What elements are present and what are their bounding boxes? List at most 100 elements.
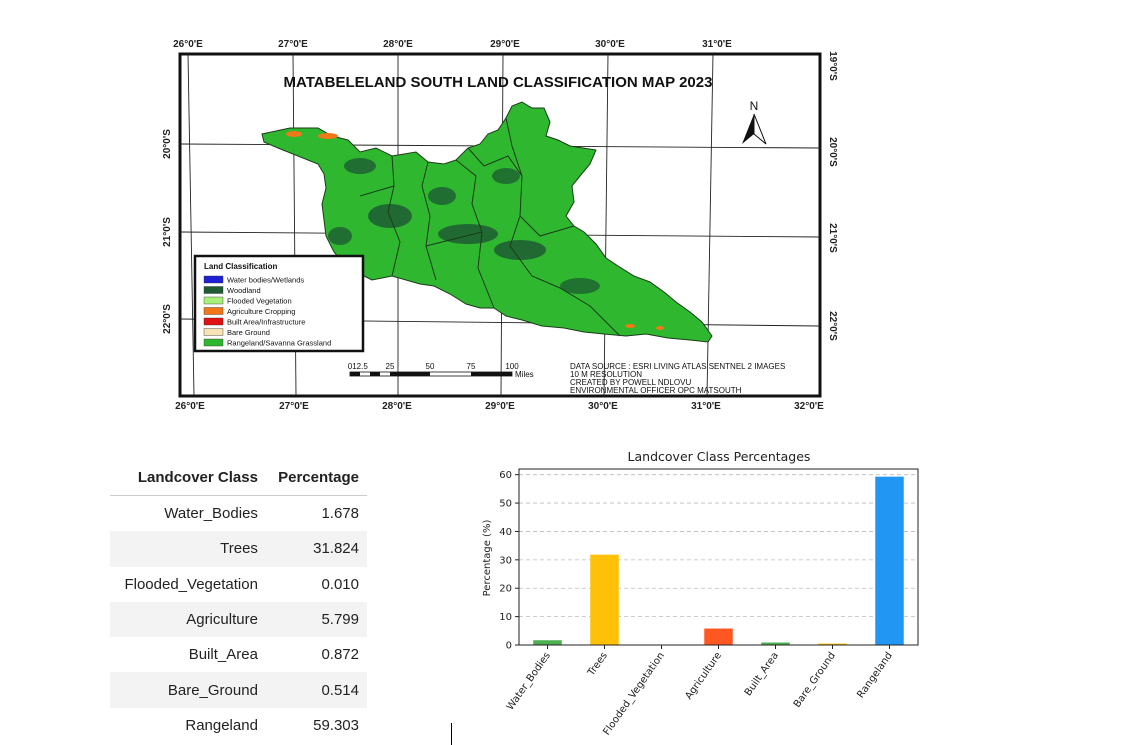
lon-tick-bottom: 29°0'E xyxy=(485,401,515,412)
table-row: Trees 31.824 xyxy=(110,531,367,567)
lon-tick-bottom: 26°0'E xyxy=(175,401,205,412)
legend-title: Land Classification xyxy=(204,262,277,271)
table-row: Rangeland 59.303 xyxy=(110,708,367,743)
lon-ticks-bottom: 26°0'E 27°0'E 28°0'E 29°0'E 30°0'E 31°0'… xyxy=(175,401,824,412)
scale-label: 100 xyxy=(505,362,519,371)
x-tick-label: Bare_Ground xyxy=(792,650,838,709)
table-row: Built_Area 0.872 xyxy=(110,637,367,672)
legend-swatch xyxy=(203,286,224,294)
lat-tick-left: 22°0'S xyxy=(162,304,173,334)
legend-label: Bare Ground xyxy=(227,328,270,337)
north-label: N xyxy=(750,99,759,113)
bar-bare-ground xyxy=(818,643,847,645)
credit-line: CREATED BY POWELL NDLOVU xyxy=(570,378,691,387)
scale-label: 50 xyxy=(426,362,435,371)
lon-tick-top: 28°0'E xyxy=(383,39,413,50)
class-cell: Built_Area xyxy=(188,646,258,664)
land-classification-map: MATABELELAND SOUTH LAND CLASSIFICATION M… xyxy=(160,36,840,416)
lon-tick-top: 31°0'E xyxy=(702,39,732,50)
legend-swatch xyxy=(203,328,224,336)
lat-tick-right: 21°0'S xyxy=(827,223,838,253)
y-tick-label: 60 xyxy=(499,470,512,481)
table-row: Flooded_Vegetation 0.010 xyxy=(110,567,367,602)
lon-tick-top: 30°0'E xyxy=(595,39,625,50)
credit-line: ENVIRONMENTAL OFFICER OPC MATSOUTH xyxy=(570,386,742,395)
legend-label: Woodland xyxy=(227,286,261,295)
legend-swatch xyxy=(203,275,224,284)
percentage-cell: 31.824 xyxy=(265,531,367,567)
percentage-cell: 1.678 xyxy=(321,505,359,523)
lon-tick-bottom: 32°0'E xyxy=(794,401,824,412)
scale-unit: Miles xyxy=(515,370,534,379)
class-cell: Water_Bodies xyxy=(164,505,258,523)
table-row: Water_Bodies 1.678 xyxy=(110,496,367,532)
text-cursor xyxy=(451,723,452,745)
lon-tick-bottom: 28°0'E xyxy=(382,401,412,412)
y-tick-label: 50 xyxy=(499,499,512,510)
lat-tick-right: 22°0'S xyxy=(827,311,838,341)
x-tick-label: Built_Area xyxy=(743,650,781,698)
y-axis-label: Percentage (%) xyxy=(482,520,493,597)
chart-title: Landcover Class Percentages xyxy=(628,449,811,464)
header-percentage: Percentage xyxy=(265,460,367,496)
x-tick-label: Water_Bodies xyxy=(505,650,553,712)
legend-swatch xyxy=(203,338,224,347)
table-header-row: Landcover Class Percentage xyxy=(110,460,367,496)
legend-label: Agriculture Cropping xyxy=(227,307,295,316)
matabeleland-south-region xyxy=(261,101,713,343)
x-tick-label: Trees xyxy=(585,650,610,678)
plot-frame xyxy=(518,468,919,646)
map-legend: Land Classification Water bodies/Wetland… xyxy=(193,254,365,353)
y-tick-label: 10 xyxy=(499,612,512,623)
lon-tick-bottom: 31°0'E xyxy=(691,401,721,412)
lat-tick-left: 21°0'S xyxy=(162,217,173,247)
scale-label: 12.5 xyxy=(352,362,368,371)
percentage-cell: 0.872 xyxy=(321,646,359,664)
x-tick-label: Rangeland xyxy=(855,650,895,700)
lat-ticks-left: 20°0'S 21°0'S 22°0'S xyxy=(162,129,173,334)
percentage-cell: 0.010 xyxy=(321,575,359,593)
landcover-table: Landcover Class Percentage Water_Bodies 1… xyxy=(110,460,367,743)
y-tick-label: 40 xyxy=(499,527,512,538)
map-credits: DATA SOURCE : ESRI LIVING ATLAS SENTNEL … xyxy=(570,362,785,395)
bar-built-area xyxy=(761,642,790,645)
lon-ticks-top: 26°0'E 27°0'E 28°0'E 29°0'E 30°0'E 31°0'… xyxy=(173,39,732,50)
bar-water-bodies xyxy=(533,640,562,645)
legend-label: Water bodies/Wetlands xyxy=(227,276,304,285)
lat-tick-left: 20°0'S xyxy=(162,129,173,159)
lon-tick-bottom: 30°0'E xyxy=(588,401,618,412)
y-tick-label: 20 xyxy=(499,584,512,595)
scale-label: 0 xyxy=(348,362,353,371)
lat-tick-right: 19°0'S xyxy=(827,51,838,81)
percentage-cell: 5.799 xyxy=(265,601,367,638)
lon-tick-top: 27°0'E xyxy=(278,39,308,50)
table-row: Bare_Ground 0.514 xyxy=(110,672,367,708)
percentage-cell: 0.514 xyxy=(265,672,367,708)
legend-label: Built Area/Infrastructure xyxy=(227,318,305,327)
class-cell: Trees xyxy=(110,531,266,567)
map-title: MATABELELAND SOUTH LAND CLASSIFICATION M… xyxy=(284,74,713,91)
map-canvas: MATABELELAND SOUTH LAND CLASSIFICATION M… xyxy=(162,39,838,412)
lon-tick-top: 26°0'E xyxy=(173,39,203,50)
x-tick-label: Agriculture xyxy=(683,650,724,701)
class-cell: Flooded_Vegetation xyxy=(124,575,258,593)
percentage-cell: 59.303 xyxy=(313,716,359,734)
y-tick-label: 0 xyxy=(506,641,512,652)
header-landcover-class: Landcover Class xyxy=(110,460,266,496)
legend-swatch xyxy=(203,317,224,326)
legend-label: Rangeland/Savanna Grassland xyxy=(227,339,331,348)
north-arrow-icon: N xyxy=(742,99,767,145)
bar-trees xyxy=(590,554,619,645)
scale-label: 75 xyxy=(467,362,476,371)
bar-rangeland xyxy=(875,476,904,645)
credit-line: DATA SOURCE : ESRI LIVING ATLAS SENTNEL … xyxy=(570,362,785,371)
credit-line: 10 M RESOLUTION xyxy=(570,370,642,379)
legend-label: Flooded Vegetation xyxy=(227,297,292,306)
bar-agriculture xyxy=(704,628,733,645)
lon-tick-bottom: 27°0'E xyxy=(279,401,309,412)
lon-tick-top: 29°0'E xyxy=(490,39,520,50)
landcover-bar-chart: Landcover Class Percentages Percentage (… xyxy=(482,449,919,737)
scale-label: 25 xyxy=(386,362,395,371)
x-tick-label: Flooded_Vegetation xyxy=(601,650,667,737)
class-cell: Bare_Ground xyxy=(110,672,266,708)
